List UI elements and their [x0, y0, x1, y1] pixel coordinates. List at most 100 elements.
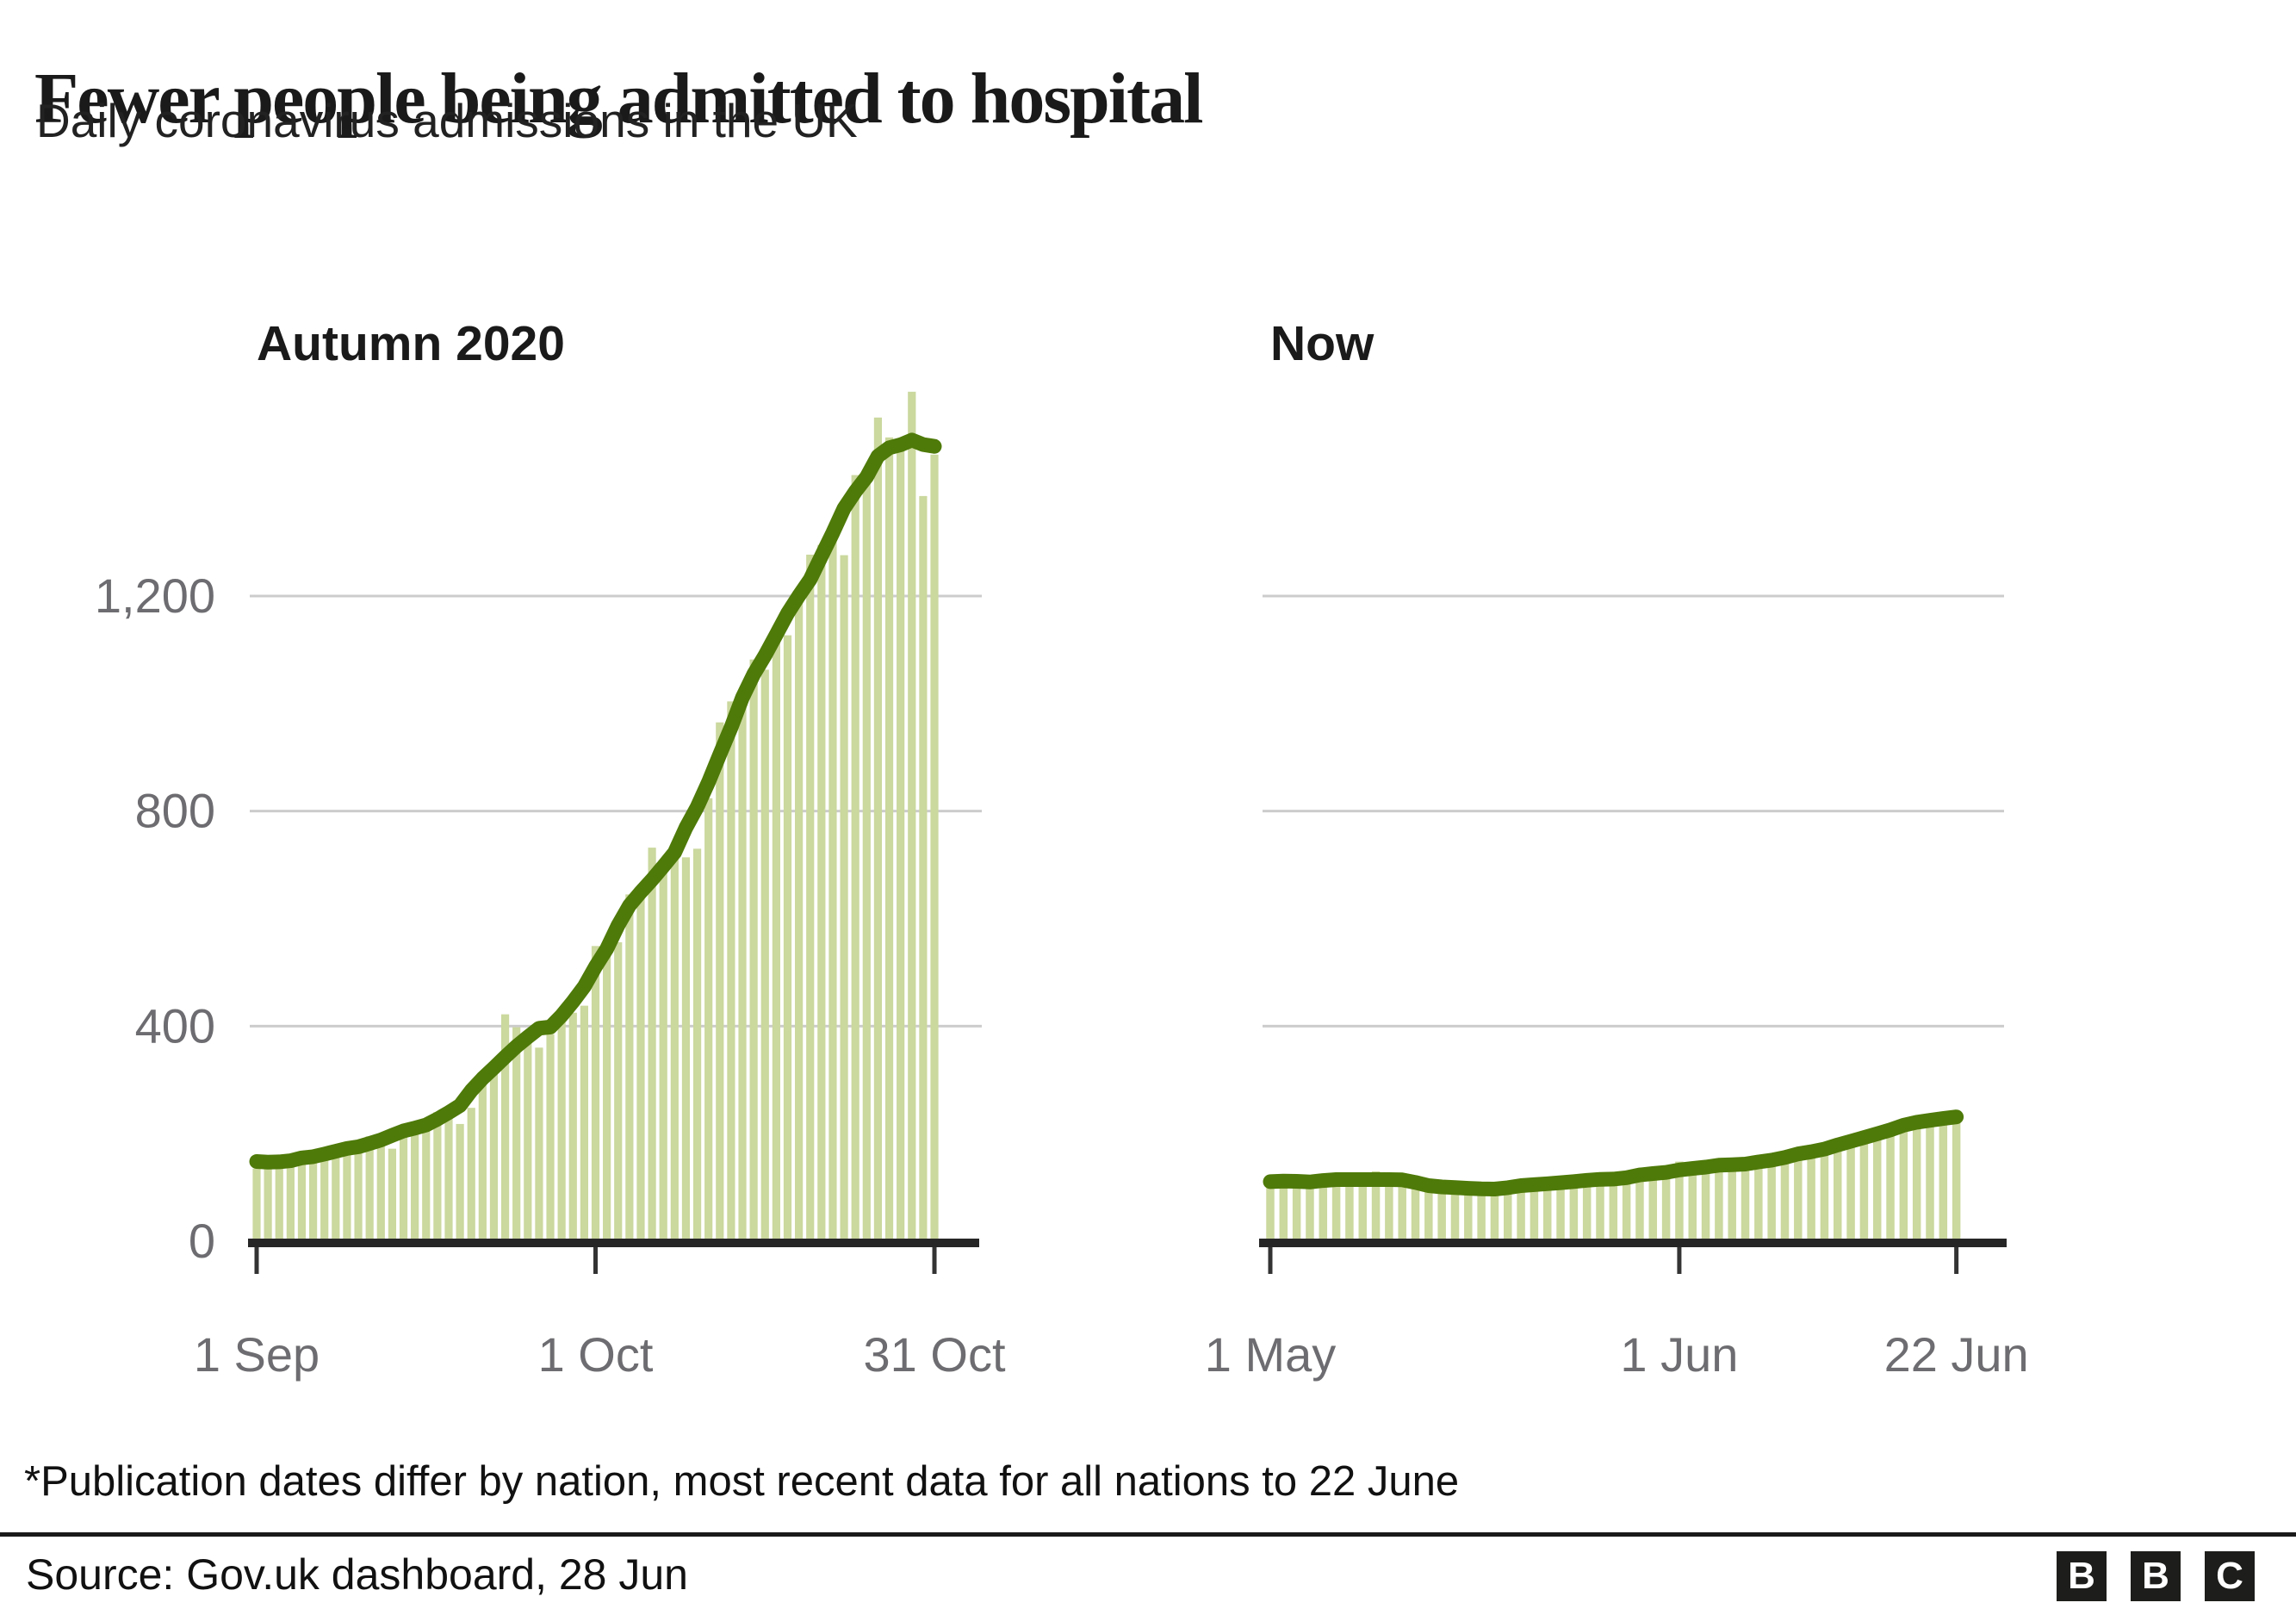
bar	[524, 1040, 532, 1243]
y-tick-label: 0	[189, 1214, 215, 1268]
bar	[1661, 1173, 1671, 1243]
bar	[1701, 1170, 1710, 1243]
bar	[1411, 1179, 1420, 1243]
bar	[704, 798, 713, 1243]
bbc-logo-letter: B	[2057, 1551, 2107, 1601]
x-tick-label: 1 Sep	[194, 1327, 320, 1382]
bar	[568, 1012, 577, 1243]
bar	[1834, 1143, 1842, 1243]
panel-label-now: Now	[1270, 316, 1374, 371]
bar	[1504, 1183, 1512, 1243]
bar	[275, 1161, 283, 1243]
bar	[1609, 1178, 1618, 1243]
bar	[1780, 1162, 1790, 1243]
x-tick-label: 31 Oct	[864, 1327, 1006, 1382]
bar	[422, 1118, 431, 1243]
bar	[681, 857, 691, 1243]
bbc-logo-letter: B	[2131, 1551, 2181, 1601]
bar	[851, 475, 859, 1243]
bar	[411, 1123, 419, 1243]
bar	[354, 1143, 363, 1243]
bar	[1728, 1165, 1736, 1243]
x-tick-label: 22 Jun	[1884, 1327, 2029, 1382]
bbc-logo: B B C	[2057, 1551, 2255, 1601]
bar	[659, 867, 667, 1243]
bar	[1635, 1175, 1644, 1243]
x-tick-label: 1 Oct	[538, 1327, 654, 1382]
bar	[1754, 1160, 1763, 1243]
bar	[478, 1084, 487, 1243]
bar	[603, 944, 611, 1243]
bar	[727, 701, 735, 1243]
bar	[365, 1136, 374, 1243]
autumn-2020-bars	[252, 391, 939, 1244]
bar	[1859, 1139, 1869, 1243]
bar	[512, 1027, 521, 1243]
x-tick-label: 1 Jun	[1620, 1327, 1738, 1382]
bar	[783, 635, 792, 1243]
tick-mark	[1677, 1247, 1682, 1274]
bar	[1490, 1187, 1499, 1243]
bar	[1279, 1177, 1288, 1243]
bar	[456, 1123, 464, 1243]
tick-mark	[932, 1247, 937, 1274]
panel-autumn-2020: 1 Sep 1 Oct 31 Oct	[194, 391, 1006, 1382]
gridline	[250, 594, 982, 598]
bar	[580, 1005, 588, 1243]
bar	[297, 1165, 307, 1243]
bar	[738, 693, 747, 1243]
bar	[1358, 1173, 1367, 1243]
bar	[1807, 1151, 1815, 1243]
tick-mark	[254, 1247, 259, 1274]
bar	[1596, 1177, 1604, 1243]
bar	[930, 454, 939, 1243]
footer-divider	[0, 1532, 2296, 1537]
bar	[1424, 1182, 1433, 1243]
bar	[252, 1168, 261, 1243]
autumn-2020-average-line	[249, 432, 942, 1170]
bar	[795, 589, 804, 1243]
bar	[1530, 1190, 1539, 1243]
bar	[308, 1160, 318, 1243]
bar	[546, 1034, 555, 1243]
bar	[343, 1151, 351, 1243]
y-tick-label: 400	[135, 998, 215, 1053]
gridline	[1263, 1024, 2004, 1028]
bar	[1582, 1181, 1592, 1243]
bar	[1292, 1181, 1301, 1243]
bar	[399, 1131, 408, 1243]
bar	[1688, 1166, 1697, 1243]
bar	[670, 853, 679, 1243]
bar	[1648, 1177, 1658, 1243]
bar	[1266, 1184, 1275, 1243]
bar	[919, 495, 928, 1243]
bar	[433, 1112, 442, 1243]
bar	[1767, 1158, 1776, 1243]
bar	[1846, 1145, 1855, 1243]
bar	[591, 946, 600, 1243]
bar	[444, 1116, 453, 1243]
bar	[1385, 1181, 1393, 1243]
bar	[1872, 1134, 1882, 1243]
bar	[557, 1021, 566, 1243]
x-tick-label: 1 May	[1205, 1327, 1337, 1382]
bar	[264, 1159, 272, 1243]
bar	[1450, 1191, 1460, 1243]
bar	[1741, 1168, 1750, 1243]
tick-mark	[1268, 1247, 1273, 1274]
panel-label-autumn-2020: Autumn 2020	[257, 316, 565, 371]
bar	[1306, 1183, 1314, 1243]
gridline	[250, 810, 982, 813]
bar	[625, 894, 634, 1243]
bar	[614, 941, 623, 1243]
bar	[897, 443, 905, 1243]
bar	[817, 544, 826, 1243]
bar	[1622, 1180, 1631, 1243]
page-title: Fewer people being admitted to hospital	[34, 59, 1203, 140]
bar	[1398, 1183, 1406, 1243]
bar	[1569, 1183, 1579, 1243]
bar	[716, 722, 724, 1243]
bar	[1437, 1188, 1446, 1243]
